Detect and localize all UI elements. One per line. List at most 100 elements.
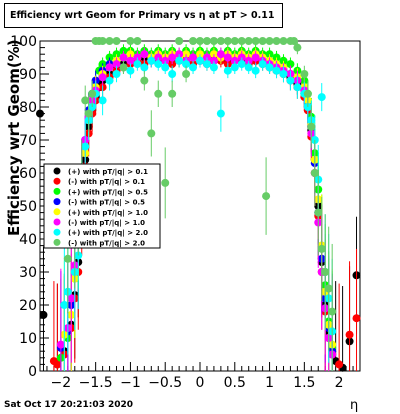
data-point xyxy=(168,89,177,98)
data-point xyxy=(279,70,288,78)
data-point xyxy=(230,63,239,72)
legend-marker xyxy=(53,177,61,185)
legend-marker xyxy=(53,198,61,206)
legend-label: (-) with pT/|q| > 2.0 xyxy=(68,239,145,248)
legend-label: (-) with pT/|q| > 0.5 xyxy=(68,199,145,208)
legend-label: (-) with pT/|q| > 1.0 xyxy=(68,219,145,228)
date-stamp: Sat Oct 17 20:21:03 2020 xyxy=(4,400,134,410)
chart-title-text: Efficiency wrt Geom for Primary vs η at … xyxy=(10,10,275,21)
data-point xyxy=(303,89,312,98)
data-point xyxy=(324,284,333,293)
y-tick-label: 10 xyxy=(19,331,37,347)
x-tick-label: −1.5 xyxy=(79,375,113,391)
x-tick-label: 0.5 xyxy=(224,375,246,391)
data-point xyxy=(300,70,309,78)
data-point xyxy=(154,60,163,69)
legend: (+) with pT/|q| > 0.1(-) with pT/|q| > 0… xyxy=(43,163,161,249)
data-point xyxy=(119,63,128,72)
data-point xyxy=(289,37,298,45)
data-point xyxy=(147,129,156,138)
legend-label: (+) with pT/|q| > 2.0 xyxy=(68,229,148,238)
data-point xyxy=(345,330,354,339)
data-point xyxy=(36,109,44,118)
series-layer xyxy=(36,37,361,372)
legend-label: (+) with pT/|q| > 0.5 xyxy=(68,188,148,197)
data-point xyxy=(262,192,271,201)
data-point xyxy=(182,70,191,78)
data-point xyxy=(105,37,114,45)
data-point xyxy=(112,37,121,45)
x-tick-label: −1 xyxy=(120,375,141,391)
data-point xyxy=(244,63,253,72)
x-tick-label: −2 xyxy=(51,375,72,391)
data-point xyxy=(223,66,232,75)
data-point xyxy=(112,70,121,78)
data-point xyxy=(168,70,177,78)
data-point xyxy=(126,56,135,65)
data-point xyxy=(133,37,142,45)
data-point xyxy=(237,60,246,69)
y-tick-label: 100 xyxy=(10,34,37,50)
data-point xyxy=(202,60,211,69)
data-point xyxy=(126,37,135,45)
data-point xyxy=(112,60,121,69)
data-point xyxy=(88,89,97,98)
data-point xyxy=(286,60,295,69)
data-point xyxy=(279,37,288,45)
data-point xyxy=(147,56,156,65)
x-tick-label: 0 xyxy=(196,375,205,391)
data-point xyxy=(105,63,114,72)
data-point xyxy=(216,50,225,59)
data-point xyxy=(189,63,198,72)
chart-title: Efficiency wrt Geom for Primary vs η at … xyxy=(4,3,283,28)
data-point xyxy=(98,73,107,82)
data-point xyxy=(182,60,191,69)
data-point xyxy=(335,360,344,369)
data-point xyxy=(133,60,142,69)
data-point xyxy=(321,268,330,276)
data-point xyxy=(140,50,149,59)
data-point xyxy=(119,53,128,62)
data-point xyxy=(105,76,114,85)
data-point xyxy=(168,53,177,62)
axes-layer: 0 10 20 30 40 50 60 70 80 90 100 −2 −1.5 −1 −0.5 0 0.5 1 1… xyxy=(10,34,354,391)
data-point xyxy=(265,63,274,72)
legend-marker xyxy=(53,167,61,175)
data-point xyxy=(39,310,48,319)
y-tick-label: 90 xyxy=(19,67,37,83)
data-point xyxy=(314,208,323,217)
data-point xyxy=(161,178,170,187)
data-point xyxy=(244,37,253,45)
legend-marker xyxy=(53,238,61,246)
x-tick-label: 2 xyxy=(335,375,344,391)
data-point xyxy=(216,37,225,45)
data-point xyxy=(84,109,93,118)
y-tick-label: 40 xyxy=(19,232,37,248)
data-point xyxy=(293,43,302,52)
y-tick-label: 80 xyxy=(19,100,37,116)
data-point xyxy=(286,76,295,85)
data-point xyxy=(53,360,62,369)
data-point xyxy=(328,307,337,316)
data-point xyxy=(317,93,326,102)
legend-marker xyxy=(53,187,61,195)
data-point xyxy=(60,301,69,309)
legend-marker xyxy=(53,228,61,236)
data-point xyxy=(189,37,198,45)
data-point xyxy=(230,37,239,45)
data-point xyxy=(307,122,316,131)
data-point xyxy=(63,254,72,263)
legend-label: (+) with pT/|q| > 1.0 xyxy=(68,209,148,218)
y-axis-label: Efficiency wrt Geom(%) xyxy=(5,39,23,236)
data-point xyxy=(216,109,225,118)
x-axis-label: η xyxy=(350,398,359,413)
data-point xyxy=(126,66,135,75)
data-point xyxy=(258,60,267,69)
data-point xyxy=(272,66,281,75)
data-point xyxy=(161,63,170,72)
y-tick-label: 70 xyxy=(19,133,37,149)
data-point xyxy=(272,37,281,45)
legend-label: (-) with pT/|q| > 0.1 xyxy=(68,178,145,187)
x-tick-label: 1 xyxy=(265,375,274,391)
